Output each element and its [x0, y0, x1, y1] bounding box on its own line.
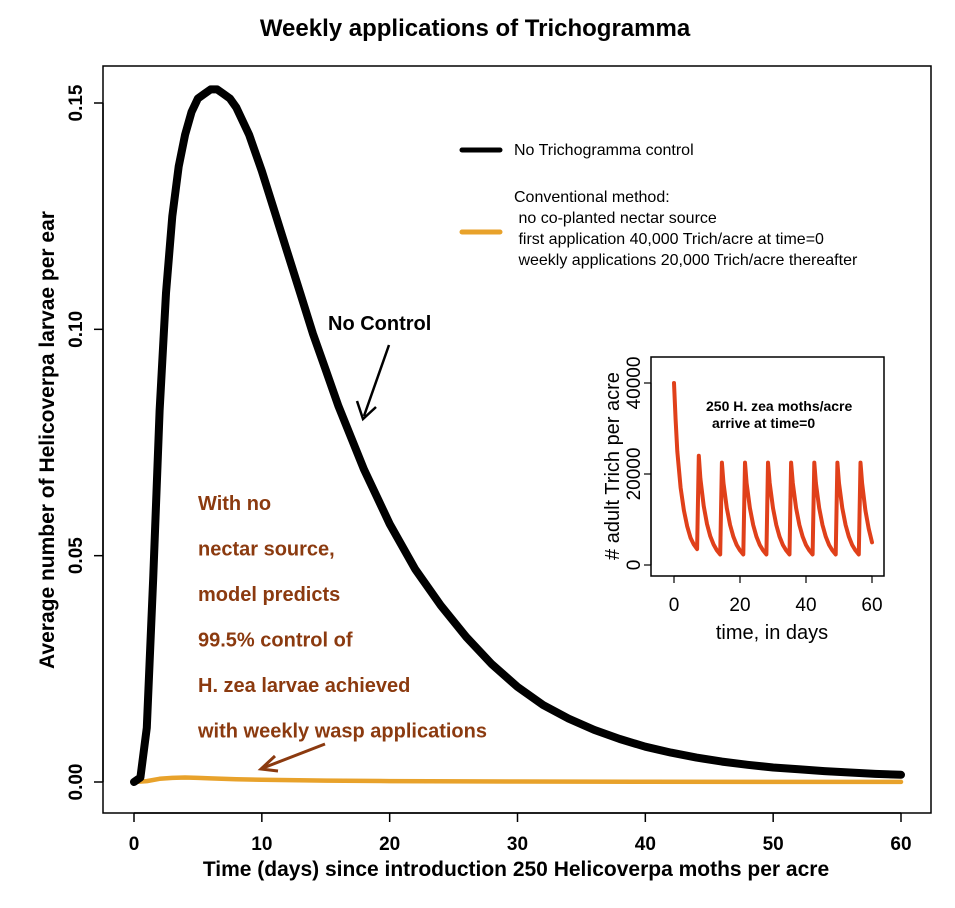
- chart-title: Weekly applications of Trichogramma: [260, 15, 691, 42]
- inset-y-tick-label: 40000: [624, 357, 645, 410]
- legend-label-no-control: No Trichogramma control: [514, 142, 694, 159]
- x-tick-label: 50: [763, 834, 784, 855]
- x-tick-label: 10: [251, 834, 272, 855]
- annotation-nectar-line: model predicts: [198, 584, 340, 606]
- inset-annotation-line-1: 250 H. zea moths/acre: [706, 398, 853, 414]
- inset-series-line: [672, 381, 874, 557]
- x-tick-label: 60: [890, 834, 911, 855]
- series-line-conventional: [131, 775, 904, 785]
- annotation-nectar-line: 99.5% control of: [198, 630, 353, 652]
- inset-annotation-line-2: arrive at time=0: [712, 415, 815, 431]
- inset-x-axis: 0 20 40 60: [669, 575, 883, 616]
- annotation-nectar: With no nectar source, model predicts 99.5%…: [197, 493, 487, 743]
- inset-x-tick-label: 40: [795, 595, 816, 616]
- inset-x-tick-label: 60: [861, 595, 882, 616]
- y-axis-label: Average number of Helicoverpa larvae per…: [36, 211, 59, 669]
- y-tick-label: 0.00: [66, 764, 87, 801]
- legend: No Trichogramma control Conventional met…: [459, 142, 858, 269]
- annotation-nectar-line: with weekly wasp applications: [197, 721, 487, 743]
- inset-x-tick-label: 20: [729, 595, 750, 616]
- arrow-conventional: [257, 742, 326, 773]
- x-axis: 0 10 20 30 40 50 60: [129, 812, 912, 855]
- inset-y-label: # adult Trich per acre: [602, 372, 624, 560]
- x-tick-label: 0: [129, 834, 140, 855]
- x-tick-label: 20: [379, 834, 400, 855]
- arrow-no-control: [355, 344, 391, 422]
- x-tick-label: 30: [507, 834, 528, 855]
- annotation-nectar-line: With no: [198, 493, 271, 515]
- x-tick-label: 40: [635, 834, 656, 855]
- annotation-nectar-line: nectar source,: [198, 539, 335, 561]
- inset-y-axis: 0 20000 40000: [624, 357, 652, 571]
- inset-y-tick-label: 0: [624, 560, 645, 571]
- annotation-nectar-line: H. zea larvae achieved: [198, 675, 410, 697]
- y-tick-label: 0.05: [66, 537, 87, 574]
- inset-series-layer: [672, 381, 874, 557]
- inset-y-tick-label: 20000: [624, 448, 645, 501]
- y-tick-label: 0.10: [66, 311, 87, 348]
- inset-x-tick-label: 0: [669, 595, 680, 616]
- y-axis: 0.00 0.05 0.10 0.15: [66, 84, 104, 801]
- series-line-no-control: [130, 85, 905, 786]
- plot-frame: [102, 65, 932, 814]
- legend-label-conventional: Conventional method: no co-planted necta…: [514, 189, 858, 269]
- y-tick-label: 0.15: [66, 84, 87, 121]
- annotation-no-control: No Control: [328, 313, 431, 335]
- series-layer: [130, 85, 905, 786]
- inset-x-label: time, in days: [716, 622, 828, 644]
- x-axis-label: Time (days) since introduction 250 Helic…: [203, 858, 829, 881]
